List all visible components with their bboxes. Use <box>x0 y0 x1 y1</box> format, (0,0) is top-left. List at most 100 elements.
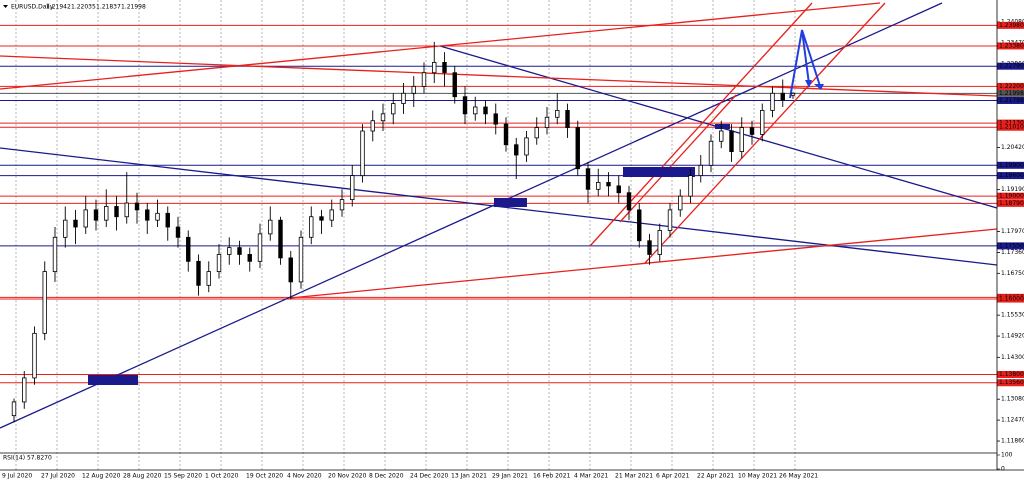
candle-body <box>555 110 560 118</box>
x-axis: 9 Jul 2020 27 Jul 2020 12 Aug 2020 28 Aug 2… <box>2 473 818 480</box>
candle-body <box>227 247 232 255</box>
candle-body <box>729 130 734 152</box>
candle-body <box>104 206 109 221</box>
level-box <box>997 370 1024 378</box>
candle-body <box>339 199 345 211</box>
candle-body <box>760 110 765 135</box>
candle-body <box>370 120 375 132</box>
rsi-tick-label: 0 <box>1001 466 1005 473</box>
candle-body <box>708 140 714 166</box>
candle-body <box>288 257 293 283</box>
candle-body <box>483 106 488 115</box>
zone <box>623 167 695 177</box>
level-label: 1.13560 <box>999 379 1024 386</box>
candle-body <box>657 230 662 255</box>
candle-body <box>698 164 703 176</box>
symbol: EURUSD,Daily <box>11 4 54 11</box>
y-tick-label: 1.16750 <box>1001 270 1024 277</box>
candle-body <box>319 216 324 221</box>
y-tick-label: 1.13080 <box>1001 396 1024 403</box>
candle-body <box>688 175 693 197</box>
level-box <box>997 82 1024 90</box>
x-tick-label: 13 Jan 2021 <box>451 473 487 480</box>
x-tick-label: 4 Nov 2020 <box>287 473 322 480</box>
level-label: 1.17550 <box>999 242 1024 249</box>
level-label: 1.19900 <box>999 162 1024 169</box>
level-label: 1.21998 <box>999 90 1024 97</box>
y-tick-label: 1.20420 <box>1001 144 1024 151</box>
candle-body <box>52 236 58 273</box>
candle-body <box>411 86 416 94</box>
level-label: 1.23980 <box>999 22 1024 29</box>
candle-body <box>268 219 273 235</box>
candle-body <box>42 271 47 334</box>
levels: 1.23980 1.23380 1.22790 1.222001.219981.217… <box>0 21 1024 387</box>
candle-body <box>114 206 119 218</box>
candle-body <box>678 195 683 211</box>
candle-body <box>186 236 191 262</box>
menu-icon <box>3 5 8 8</box>
candle-body <box>32 332 37 379</box>
candle-body <box>493 113 498 125</box>
drawings <box>0 2 998 429</box>
candle-body <box>452 72 457 98</box>
trend-line <box>0 2 943 429</box>
candle-body <box>514 144 519 156</box>
level-box <box>997 172 1024 180</box>
candle-body <box>196 260 201 286</box>
y-tick-label: 1.14300 <box>1001 354 1024 361</box>
candle-body <box>534 127 539 139</box>
x-tick-label: 26 May 2021 <box>779 473 818 480</box>
channel-line <box>644 2 886 264</box>
y-tick-label: 1.14920 <box>1001 333 1024 340</box>
candle-body <box>329 209 334 221</box>
level-label: 1.22200 <box>999 83 1024 90</box>
level-box <box>997 295 1024 303</box>
candle-body <box>473 106 478 115</box>
candle-body <box>626 192 632 211</box>
level-label: 1.13800 <box>999 371 1024 378</box>
x-tick-label: 16 Feb 2021 <box>533 473 571 480</box>
y-tick-label: 1.19190 <box>1001 186 1024 193</box>
x-tick-label: 4 Mar 2021 <box>574 473 608 480</box>
candle-body <box>155 212 160 221</box>
level-box <box>997 96 1024 104</box>
candle-body <box>421 72 427 87</box>
rsi-panel: 100 0 <box>997 452 1013 473</box>
x-tick-label: 6 Apr 2021 <box>656 473 689 480</box>
candle-body <box>309 216 314 238</box>
candle-body <box>637 209 642 242</box>
candle-body <box>298 236 304 283</box>
x-tick-label: 12 Aug 2020 <box>82 473 121 480</box>
candle-body <box>247 254 252 262</box>
zone <box>715 124 730 129</box>
candle-body <box>380 113 386 122</box>
x-tick-label: 10 May 2021 <box>738 473 777 480</box>
arrow-head <box>805 80 812 88</box>
level-label: 1.18790 <box>999 200 1024 207</box>
level-box <box>997 21 1024 29</box>
candle-body <box>565 110 570 128</box>
candle-body <box>770 92 775 111</box>
y-tick-label: 1.17360 <box>1001 249 1024 256</box>
x-tick-label: 22 Apr 2021 <box>697 473 734 480</box>
candle-body <box>11 401 17 417</box>
level-box <box>997 119 1024 127</box>
close-value: 1.21998 <box>121 4 146 11</box>
x-tick-label: 1 Oct 2020 <box>205 473 238 480</box>
candle-body <box>503 123 509 146</box>
candle-body <box>350 175 355 200</box>
x-tick-label: 24 Dec 2020 <box>410 473 449 480</box>
y-tick-label: 1.12470 <box>1001 417 1024 424</box>
candle-body <box>739 127 744 152</box>
candle-body <box>606 182 611 187</box>
level-label: 1.21798 <box>999 97 1024 104</box>
level-label: 1.19600 <box>999 172 1024 179</box>
candle-body <box>575 127 580 170</box>
candle-body <box>175 226 181 238</box>
level-box <box>997 42 1024 50</box>
candle-body <box>278 219 283 259</box>
candle-body <box>524 137 529 156</box>
candle-body <box>257 233 263 262</box>
